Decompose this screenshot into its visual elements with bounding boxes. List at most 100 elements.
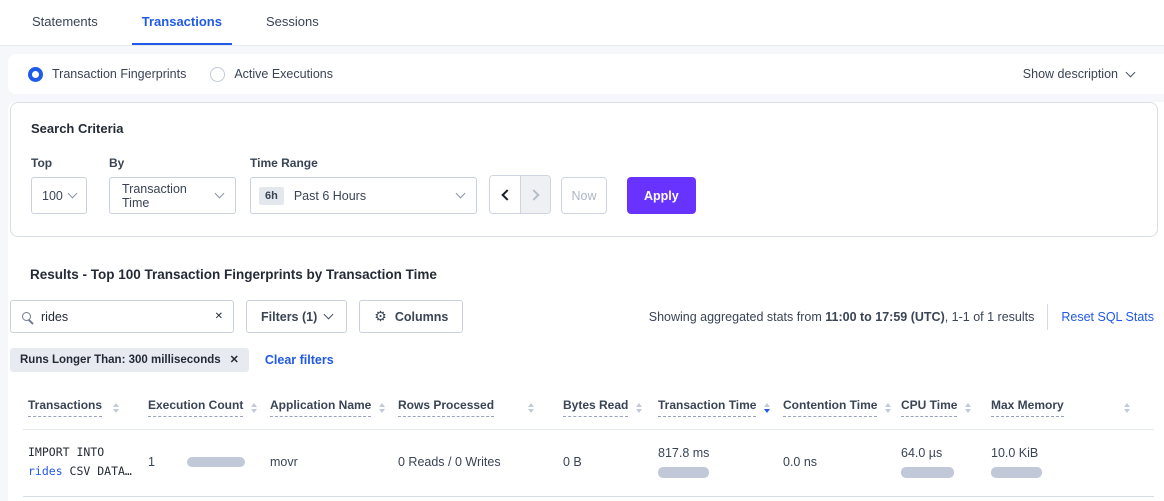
chevron-down-icon: [455, 188, 466, 199]
transaction-statement-line2: rides CSV DATA…: [28, 462, 133, 481]
cell-cpu-time: 64.0 µs: [896, 433, 986, 493]
columns-button[interactable]: ⚙ Columns: [359, 300, 464, 333]
column-header-label: Contention Time: [783, 398, 878, 417]
results-heading: Results - Top 100 Transaction Fingerprin…: [30, 267, 437, 282]
filter-pill-row: Runs Longer Than: 300 milliseconds ✕ Cle…: [10, 348, 1164, 372]
divider: [1047, 303, 1049, 330]
transaction-link[interactable]: rides: [28, 464, 63, 478]
search-criteria-panel: Search Criteria Top 100 By Transaction T…: [10, 102, 1158, 237]
by-label: By: [109, 156, 125, 170]
transaction-statement-line1: IMPORT INTO: [28, 445, 105, 459]
cell-contention-time: 0.0 ns: [783, 455, 818, 469]
by-select-value: Transaction Time: [122, 181, 187, 210]
cell-rows-processed: 0 Reads / 0 Writes: [398, 455, 501, 469]
remove-filter-icon[interactable]: ✕: [229, 353, 239, 366]
sort-icon[interactable]: [251, 402, 258, 413]
sort-icon[interactable]: [528, 402, 534, 413]
tab-sessions[interactable]: Sessions: [265, 14, 319, 29]
time-range-select[interactable]: 6h Past 6 Hours: [250, 177, 477, 214]
time-range-value: Past 6 Hours: [293, 188, 367, 203]
top-select-value: 100: [42, 188, 63, 203]
table-row: IMPORT INTO rides CSV DATA… 1 movr 0 Rea…: [23, 430, 1154, 497]
column-header-transactions[interactable]: Transactions: [23, 386, 143, 429]
radio-label: Active Executions: [234, 67, 333, 81]
column-header-bytes-read[interactable]: Bytes Read: [558, 386, 653, 429]
column-header-rows-processed[interactable]: Rows Processed: [393, 386, 558, 429]
cpu-time-bar: [901, 467, 954, 478]
chevron-left-icon: [500, 188, 513, 201]
column-header-label: Bytes Read: [563, 398, 629, 417]
page-tabs: Statements Transactions Sessions: [0, 0, 1164, 46]
by-group: By Transaction Time: [109, 156, 250, 214]
radio-active-executions[interactable]: Active Executions: [210, 66, 333, 82]
search-input[interactable]: [41, 309, 215, 324]
tab-statements[interactable]: Statements: [32, 14, 98, 29]
radio-selected-icon[interactable]: [28, 66, 43, 82]
execution-count-value: 1: [148, 455, 155, 469]
criteria-form-row: Top 100 By Transaction Time Time Range 6…: [31, 156, 1157, 214]
radio-unselected-icon[interactable]: [210, 66, 226, 82]
table-header-row: Transactions Execution Count Application…: [23, 386, 1154, 430]
transaction-time-bar: [658, 467, 709, 478]
show-description-toggle[interactable]: Show description: [1022, 67, 1136, 81]
execution-count-bar: [186, 457, 245, 467]
filters-button-label: Filters (1): [261, 309, 318, 324]
time-range-group: Time Range 6h Past 6 Hours: [250, 156, 489, 214]
top-select[interactable]: 100: [31, 177, 87, 214]
column-header-transaction-time[interactable]: Transaction Time: [653, 386, 778, 429]
column-header-label: Rows Processed: [398, 398, 495, 417]
radio-transaction-fingerprints[interactable]: Transaction Fingerprints: [28, 66, 187, 82]
aggregated-stats-text: Showing aggregated stats from 11:00 to 1…: [649, 310, 1035, 324]
clear-filters-link[interactable]: Clear filters: [264, 353, 334, 367]
sort-icon[interactable]: [885, 402, 892, 413]
column-header-cpu-time[interactable]: CPU Time: [896, 386, 986, 429]
by-select[interactable]: Transaction Time: [109, 177, 236, 214]
cell-transaction: IMPORT INTO rides CSV DATA…: [23, 430, 143, 496]
cell-execution-count: 1: [143, 442, 265, 484]
time-next-button[interactable]: [520, 176, 550, 213]
show-description-label: Show description: [1022, 67, 1118, 81]
column-header-application-name[interactable]: Application Name: [265, 386, 393, 429]
sort-desc-active-icon[interactable]: [764, 402, 771, 413]
time-range-badge: 6h: [259, 186, 284, 205]
top-group: Top 100: [31, 156, 109, 214]
max-memory-bar: [991, 467, 1042, 478]
search-criteria-title: Search Criteria: [31, 121, 124, 136]
now-button[interactable]: Now: [561, 177, 607, 214]
cell-application-name: movr: [270, 455, 298, 469]
radio-label: Transaction Fingerprints: [52, 67, 187, 81]
search-icon: [22, 312, 31, 321]
column-header-label: Application Name: [270, 398, 372, 417]
filter-tag: Runs Longer Than: 300 milliseconds ✕: [10, 348, 249, 372]
sort-icon[interactable]: [636, 402, 643, 413]
main-content: Search Criteria Top 100 By Transaction T…: [8, 102, 1164, 501]
sort-icon[interactable]: [379, 402, 386, 413]
stats-suffix: , 1-1 of 1 results: [944, 309, 1035, 324]
column-header-execution-count[interactable]: Execution Count: [143, 386, 265, 429]
filter-tag-label: Runs Longer Than: 300 milliseconds: [20, 354, 221, 366]
stats-range: 11:00 to 17:59 (UTC): [825, 309, 945, 324]
sort-icon[interactable]: [1124, 402, 1130, 413]
sort-icon[interactable]: [113, 402, 119, 413]
cell-max-memory: 10.0 KiB: [986, 433, 1154, 493]
chevron-down-icon: [214, 188, 225, 199]
apply-button[interactable]: Apply: [627, 177, 696, 214]
sort-icon[interactable]: [965, 402, 972, 413]
transaction-time-value: 817.8 ms: [658, 446, 710, 460]
filters-button[interactable]: Filters (1): [246, 300, 348, 333]
search-box: ✕: [10, 300, 234, 333]
cell-bytes-read: 0 B: [563, 455, 582, 469]
top-label: Top: [31, 156, 53, 170]
column-header-label: Max Memory: [991, 398, 1064, 417]
tab-transactions[interactable]: Transactions: [131, 0, 232, 45]
column-header-contention-time[interactable]: Contention Time: [778, 386, 896, 429]
transaction-statement-rest: CSV DATA…: [62, 464, 132, 478]
column-header-max-memory[interactable]: Max Memory: [986, 386, 1154, 429]
chevron-down-icon: [323, 309, 334, 320]
gear-icon: ⚙: [374, 308, 387, 324]
reset-sql-stats-link[interactable]: Reset SQL Stats: [1061, 309, 1154, 324]
chevron-down-icon: [67, 188, 78, 199]
view-toggle-card: Transaction Fingerprints Active Executio…: [8, 54, 1164, 94]
clear-search-icon[interactable]: ✕: [214, 310, 223, 322]
time-prev-button[interactable]: [490, 176, 520, 213]
